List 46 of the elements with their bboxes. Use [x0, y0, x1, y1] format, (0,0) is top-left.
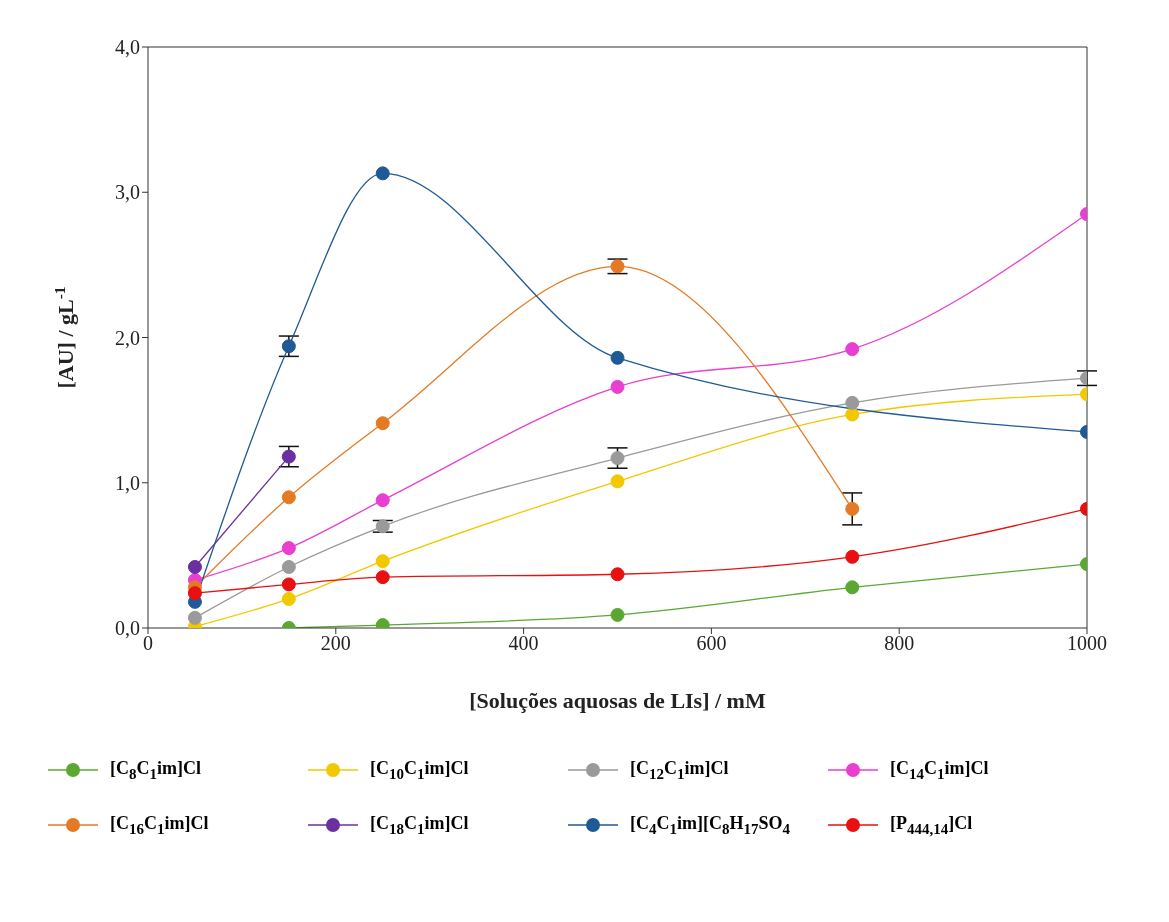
point — [375, 519, 390, 534]
point — [610, 474, 625, 489]
y-tick-label: 3,0 — [115, 181, 140, 204]
point — [610, 379, 625, 394]
x-tick-label: 800 — [884, 632, 915, 655]
legend-label: [C$_{16}$C$_{1}$im]Cl — [110, 812, 209, 838]
point — [845, 407, 860, 422]
y-tick-label: 4,0 — [115, 36, 140, 59]
x-tick-label: 600 — [696, 632, 727, 655]
legend-label: [C$_{14}$C$_{1}$im]Cl — [890, 758, 989, 783]
legend-label: [C$_{8}$C$_{1}$im]Cl — [110, 758, 201, 783]
point — [845, 501, 860, 516]
point — [281, 591, 296, 606]
point — [375, 493, 390, 508]
legend-label: [C$_{10}$C$_{1}$im]Cl — [370, 758, 469, 783]
y-tick-label: 0,0 — [115, 617, 140, 640]
point — [375, 554, 390, 569]
point — [610, 350, 625, 365]
point — [845, 395, 860, 410]
point — [610, 567, 625, 582]
point — [281, 577, 296, 592]
point — [375, 416, 390, 431]
legend-label: [C$_{18}$C$_{1}$im]Cl — [370, 812, 469, 838]
legend-label: [P$_{444,14}$]Cl — [890, 812, 973, 838]
y-tick-label: 1,0 — [115, 471, 140, 494]
point — [187, 560, 202, 574]
x-axis-title: [Soluções aquosas de LIs] / mM — [469, 688, 766, 713]
point — [281, 541, 296, 556]
point — [375, 570, 390, 585]
point — [187, 610, 202, 625]
text: [C$_{4}$C$_{1}$im][C$_{8}$H$_{17}$SO$_{4}$ — [630, 812, 791, 837]
point — [845, 580, 860, 595]
legend-label: [C$_{12}$C$_{1}$im]Cl — [630, 758, 729, 783]
point — [610, 259, 625, 274]
point — [375, 166, 390, 181]
point — [281, 560, 296, 574]
point — [845, 549, 860, 564]
point — [187, 586, 202, 601]
x-tick-label: 0 — [143, 632, 153, 655]
y-tick-label: 2,0 — [115, 326, 140, 349]
x-tick-label: 400 — [508, 632, 539, 655]
x-tick-label: 1000 — [1067, 632, 1107, 655]
point — [845, 342, 860, 357]
point — [281, 490, 296, 505]
x-tick-label: 200 — [320, 632, 351, 655]
point — [610, 607, 625, 622]
